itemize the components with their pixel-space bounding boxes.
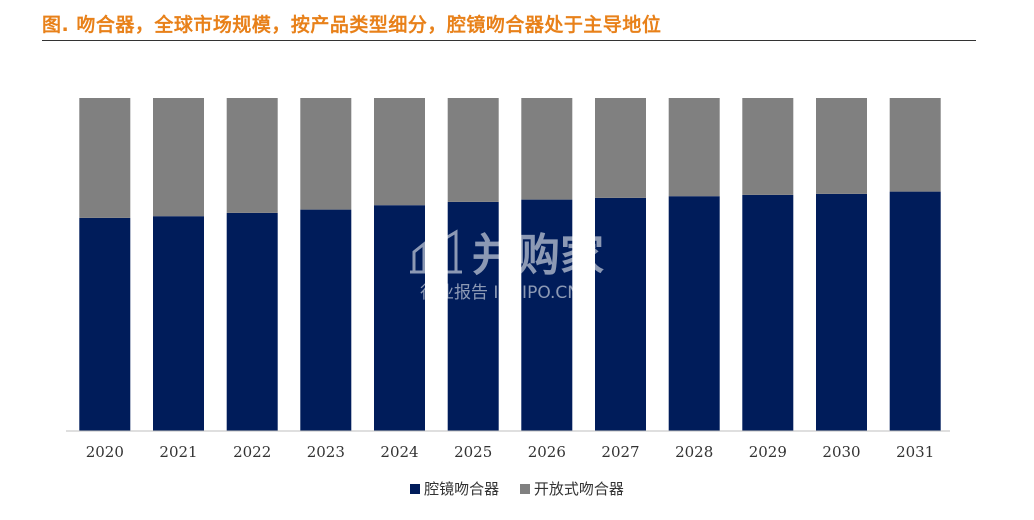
bar-series-1-2024 [374,205,425,431]
x-tick-label: 2029 [749,443,787,461]
x-tick-label: 2020 [86,443,124,461]
x-tick-label: 2030 [822,443,860,461]
bar-series-1-2023 [300,209,352,431]
bar-series-1-2031 [889,191,941,431]
bar-series-2-2026 [521,98,573,200]
x-tick-label: 2021 [159,443,197,461]
bar-series-1-2030 [816,193,867,431]
bar-series-2-2024 [374,98,425,206]
watermark: 并购家 行业报告 IPOIPO.CN [410,220,604,303]
bar-series-2-2031 [889,98,941,192]
watermark-brand: 并购家 [472,230,604,281]
x-tick-label: 2023 [307,443,345,461]
watermark-subtitle: 行业报告 IPOIPO.CN [420,283,580,303]
bars-group [79,98,941,431]
bar-series-1-2021 [153,216,204,431]
bar-series-2-2029 [742,98,794,195]
x-tick-label: 2022 [233,443,271,461]
x-tick-label: 2025 [454,443,492,461]
x-tick-label: 2028 [675,443,713,461]
bar-series-2-2021 [153,98,204,217]
x-tick-label: 2026 [528,443,566,461]
bar-series-2-2028 [668,98,720,197]
bar-series-2-2027 [595,98,646,198]
legend-swatch-series-1 [410,483,421,494]
legend: 腔镜吻合器 开放式吻合器 [0,478,1034,499]
bar-series-1-2027 [595,197,646,431]
x-axis-labels: 2020 2021 2022 2023 2024 2025 2026 2027 2028 2029… [86,443,935,461]
bar-series-2-2023 [300,98,352,210]
bar-series-2-2030 [816,98,867,194]
legend-label-series-1: 腔镜吻合器 [424,480,500,498]
x-tick-label: 2024 [380,443,418,461]
bar-series-1-2026 [521,199,573,431]
legend-item-series-1: 腔镜吻合器 [410,478,499,499]
bar-series-1-2020 [79,217,131,431]
legend-label-series-2: 开放式吻合器 [533,480,624,498]
bar-series-2-2025 [447,98,499,202]
chart-title: 图. 吻合器，全球市场规模，按产品类型细分，腔镜吻合器处于主导地位 [42,14,662,36]
bar-series-1-2022 [226,212,278,431]
x-tick-label: 2031 [896,443,934,461]
title-divider [42,40,976,41]
bar-series-2-2022 [226,98,278,213]
legend-swatch-series-2 [519,483,530,494]
bar-series-2-2020 [79,98,131,218]
bar-series-1-2028 [668,196,720,431]
legend-item-series-2: 开放式吻合器 [519,478,624,499]
bar-series-1-2029 [742,194,794,431]
watermark-logo-icon [410,220,462,274]
x-tick-label: 2027 [601,443,639,461]
